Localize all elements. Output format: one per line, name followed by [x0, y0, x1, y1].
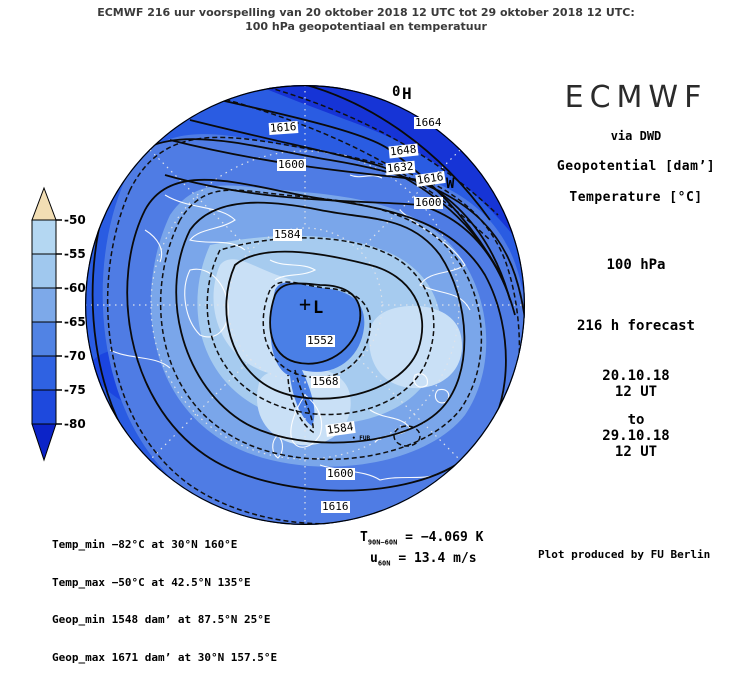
station-label: FUB	[359, 435, 371, 442]
plot-title-line2: 100 hPa geopotentiaal en temperatuur	[245, 20, 487, 33]
temp-fill-lightest	[369, 305, 463, 389]
end-date: 29.10.18	[602, 428, 670, 444]
colorbar-segment	[31, 219, 57, 255]
contour-label: 1600	[277, 158, 306, 171]
temp-max-line: Temp_max −50°C at 42.5°N 135°E	[52, 575, 251, 589]
temperature-colorbar	[31, 186, 62, 462]
contour-label: 1632	[385, 159, 415, 176]
polar-map	[70, 80, 540, 530]
credit-label: Plot produced by FU Berlin	[538, 548, 711, 561]
station-marker: • FUB	[352, 435, 371, 442]
contour-label: 1552	[306, 334, 335, 347]
t-subscript: 90N−60N	[367, 538, 398, 547]
colorbar-label: -65	[64, 315, 86, 329]
geop-max-line: Geop_max 1671 dam’ at 30°N 157.5°E	[52, 650, 278, 664]
colorbar-segment	[31, 355, 57, 391]
start-date: 20.10.18	[602, 368, 670, 384]
via-dwd-label: via DWD	[610, 129, 662, 143]
colorbar-label: -60	[64, 281, 86, 295]
low-marker: L	[313, 298, 324, 318]
u-subscript: 60N	[377, 559, 391, 568]
mean-temp-line: T90N−60N = −4.069 K	[360, 530, 483, 551]
colorbar-label: -55	[64, 247, 86, 261]
meridian-zero-marker: 0	[392, 84, 401, 100]
end-time: 12 UT	[614, 444, 658, 460]
contour-label: 1664	[414, 116, 443, 129]
diagnostics: T90N−60N = −4.069 K u60N = 13.4 m/s	[360, 530, 483, 571]
pressure-level-label: 100 hPa	[606, 257, 666, 273]
contour-label: 1616	[268, 120, 298, 135]
geop-min-line: Geop_min 1548 dam’ at 87.5°N 25°E	[52, 613, 271, 626]
colorbar-arrow-bottom	[31, 423, 57, 462]
graticule	[85, 85, 525, 525]
contour-label: 1600	[326, 467, 355, 480]
colorbar-label: -80	[64, 417, 86, 431]
t-symbol: T	[360, 530, 368, 545]
contour-label: 1584	[273, 228, 302, 241]
forecast-range-label: 216 h forecast	[576, 318, 695, 334]
temp-min-line: Temp_min −82°C at 30°N 160°E	[52, 538, 238, 551]
temp-fill-core	[270, 284, 363, 370]
colorbar-segment	[31, 321, 57, 357]
geopotential-unit-label: Geopotential [dam’]	[556, 159, 716, 174]
side-panel: ECMWF via DWD Geopotential [dam’] Temper…	[540, 80, 732, 460]
to-label: to	[627, 412, 645, 428]
temperature-unit-label: Temperature [°C]	[569, 190, 703, 205]
extremes-stats: Temp_min −82°C at 30°N 160°E Temp_max −5…	[52, 514, 277, 677]
polar-map-canvas	[85, 85, 525, 525]
plot-title-line1: ECMWF 216 uur voorspelling van 20 oktobe…	[97, 6, 635, 19]
plot-title: ECMWF 216 uur voorspelling van 20 oktobe…	[0, 6, 732, 34]
pole-cross-marker: +	[299, 292, 312, 316]
high-marker: H	[402, 84, 412, 103]
contour-label: 1616	[321, 500, 350, 513]
zonal-wind-line: u60N = 13.4 m/s	[360, 551, 483, 572]
colorbar-segment	[31, 287, 57, 323]
ecmwf-logo: ECMWF	[564, 80, 708, 115]
contour-label: 1568	[311, 375, 340, 388]
colorbar-segment	[31, 389, 57, 425]
colorbar-label: -70	[64, 349, 86, 363]
u-symbol: u	[370, 550, 378, 566]
u-value: = 13.4 m/s	[398, 550, 477, 566]
colorbar-arrow-top	[31, 186, 57, 221]
contour-label: 1600	[414, 196, 443, 209]
warm-marker: W	[446, 176, 455, 192]
start-time: 12 UT	[614, 384, 658, 400]
colorbar-segment	[31, 253, 57, 289]
colorbar-label: -50	[64, 213, 86, 227]
colorbar-label: -75	[64, 383, 86, 397]
t-value: = −4.069 K	[405, 530, 484, 545]
weather-plot-page: { "title": { "line1": "ECMWF 216 uur voo…	[0, 6, 732, 664]
